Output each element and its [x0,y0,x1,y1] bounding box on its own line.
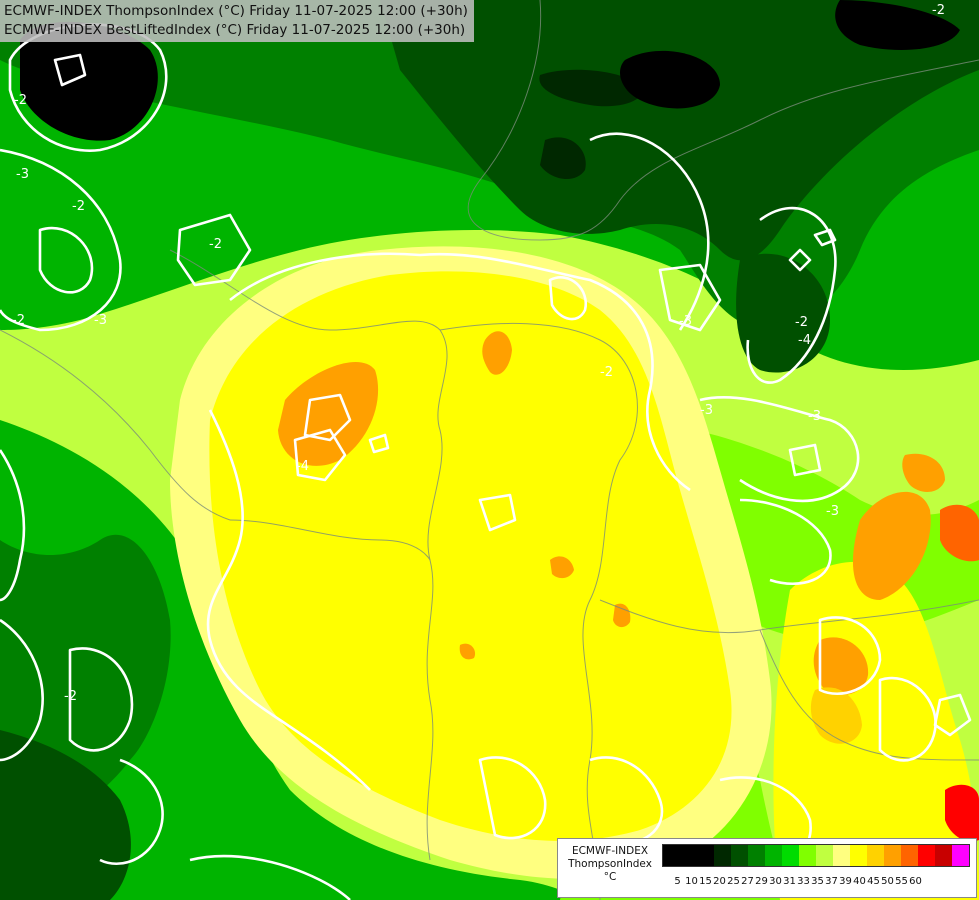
legend-tick: 39 [839,876,852,887]
legend-swatch [714,845,731,866]
contour-labels: -3 -2 -2 -3 -2 -4 -2 -3 -2 -3 -3 -2 -4 -… [12,3,945,704]
legend-tick: 10 [685,876,698,887]
black-region [20,0,960,180]
legend-swatch [952,845,969,866]
legend-swatch [680,845,697,866]
legend-swatch [799,845,816,866]
legend-tick: 29 [755,876,768,887]
legend-tick: 50 [881,876,894,887]
legend-swatch [918,845,935,866]
legend-tick: 30 [769,876,782,887]
contour-label: -2 [12,313,25,328]
legend-swatch [935,845,952,866]
legend-tick: 27 [741,876,754,887]
contour-lines [0,23,972,900]
contour-label: -2 [795,315,808,330]
legend-swatch [901,845,918,866]
legend-swatch [748,845,765,866]
contour-label: -2 [72,199,85,214]
legend-tick: 45 [867,876,880,887]
legend-tick: 31 [783,876,796,887]
contour-label: -3 [826,504,839,519]
map-title-box: ECMWF-INDEX ThompsonIndex (°C) Friday 11… [0,0,474,42]
contour-label: -3 [16,167,29,182]
legend-tick: 5 [674,876,681,887]
contour-label: -3 [808,409,821,424]
contour-label: -4 [798,333,811,348]
legend-swatch [782,845,799,866]
legend-tick: 15 [699,876,712,887]
legend-tick: 33 [797,876,810,887]
legend-color-scale [662,844,970,867]
title-line-lifted: ECMWF-INDEX BestLiftedIndex (°C) Friday … [4,22,466,38]
legend-swatch [850,845,867,866]
legend-swatch [731,845,748,866]
contour-label: -2 [600,365,613,380]
contour-label: -3 [94,313,107,328]
legend-unit: °C [603,871,617,883]
legend-swatch [816,845,833,866]
legend-tick: 35 [811,876,824,887]
legend-swatch [867,845,884,866]
title-line-thompson: ECMWF-INDEX ThompsonIndex (°C) Friday 11… [4,3,468,19]
legend-tick: 25 [727,876,740,887]
legend-title: ECMWF-INDEX ThompsonIndex °C [560,845,660,884]
legend-tick: 20 [713,876,726,887]
contour-label: -2 [932,3,945,18]
legend-tick: 40 [853,876,866,887]
contour-label: -3 [679,314,692,329]
legend-swatch [663,845,680,866]
legend-swatch [765,845,782,866]
legend-tick-labels: 5 10 15 20 25 27 29 30 31 33 35 37 39 40 45 50 55 60 [662,876,924,887]
legend-tick: 37 [825,876,838,887]
legend-tick: 60 [909,876,922,887]
legend-parameter: ThompsonIndex [568,858,652,870]
contour-label: -2 [209,237,222,252]
contour-label: -2 [64,689,77,704]
color-legend: ECMWF-INDEX ThompsonIndex °C 5 10 15 20 25 27… [557,838,977,898]
contour-label: -2 [14,93,27,108]
legend-swatch [697,845,714,866]
legend-tick: 55 [895,876,908,887]
legend-swatch [884,845,901,866]
legend-model: ECMWF-INDEX [571,845,649,857]
contour-label: -3 [700,403,713,418]
legend-swatch [833,845,850,866]
contour-label: -4 [296,459,309,474]
